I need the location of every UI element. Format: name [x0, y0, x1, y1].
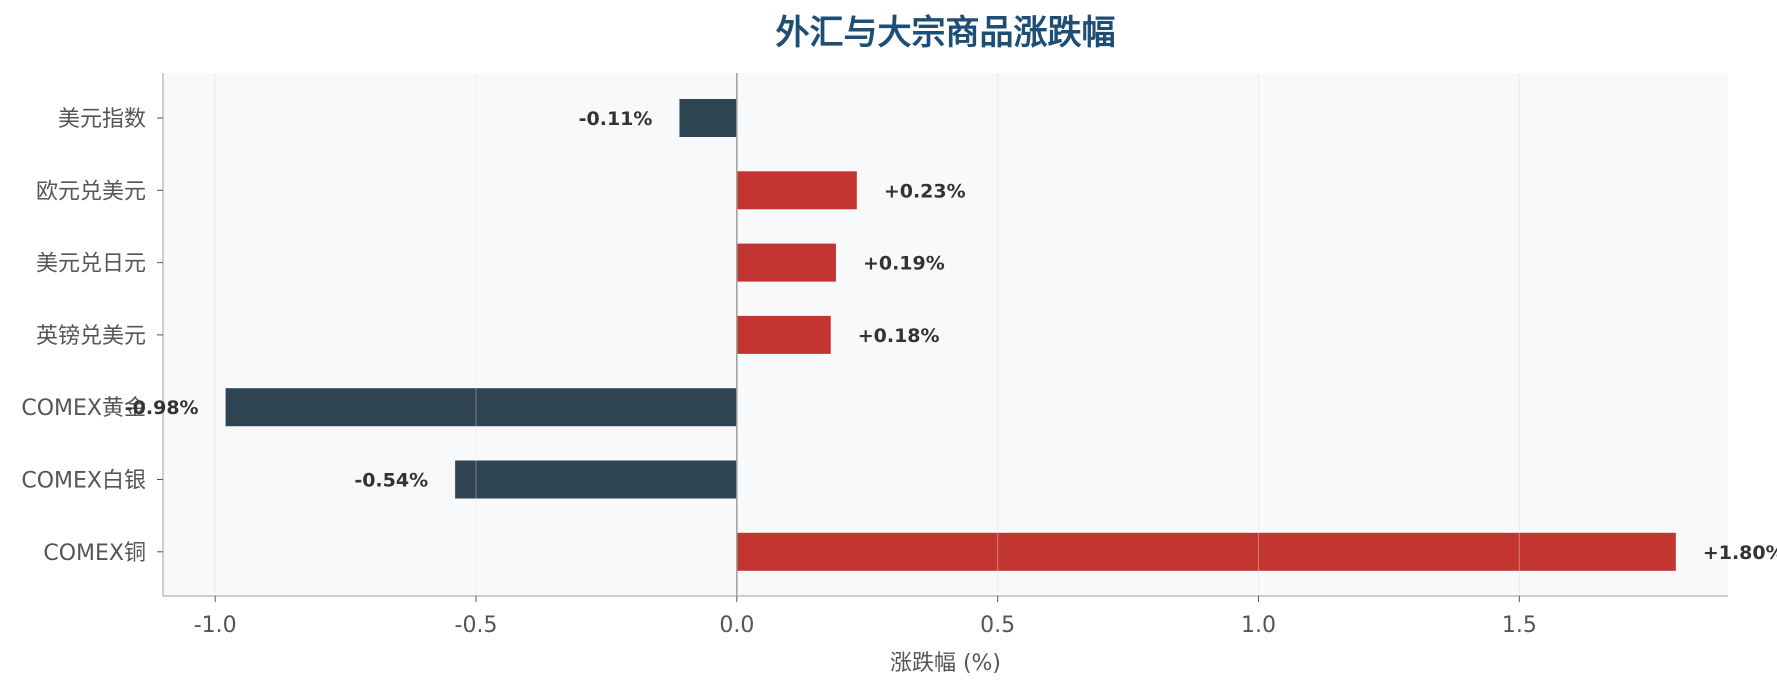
category-label: 美元指数	[58, 107, 146, 132]
category-label: 英镑兑美元	[36, 324, 146, 349]
category-label: COMEX铜	[43, 541, 146, 566]
data-label: -0.54%	[354, 470, 428, 492]
bar	[736, 315, 831, 354]
data-label: +0.23%	[884, 180, 966, 202]
data-label: +0.18%	[858, 325, 940, 347]
bar	[736, 171, 857, 210]
category-label: 美元兑日元	[36, 252, 146, 277]
x-tick-label: -0.5	[455, 613, 498, 638]
category-label: COMEX黄金	[21, 396, 146, 421]
bar	[679, 99, 737, 137]
x-axis-title: 涨跌幅 (%)	[890, 651, 1001, 676]
category-label: COMEX白银	[21, 469, 146, 494]
bars	[214, 73, 1676, 596]
bar	[736, 532, 1676, 571]
data-label: +0.19%	[863, 253, 945, 275]
category-label: 欧元兑美元	[36, 179, 146, 204]
x-tick-label: 1.5	[1502, 613, 1537, 638]
bar	[736, 243, 836, 282]
x-tick-label: 0.0	[719, 613, 754, 638]
data-label: -0.98%	[125, 397, 199, 419]
x-tick-label: -1.0	[194, 613, 237, 638]
plot-background	[163, 73, 1728, 596]
x-tick-label: 1.0	[1241, 613, 1276, 638]
data-labels: -0.11% +0.23% +0.19% +0.18% -0.98% -0.54% +1.8…	[125, 108, 1777, 564]
bar	[225, 388, 737, 427]
data-label: -0.11%	[579, 108, 653, 130]
chart-title: 外汇与大宗商品涨跌幅	[776, 13, 1116, 53]
x-tick-label: 0.5	[980, 613, 1015, 638]
data-label: +1.80%	[1703, 542, 1777, 564]
bar	[455, 460, 737, 499]
